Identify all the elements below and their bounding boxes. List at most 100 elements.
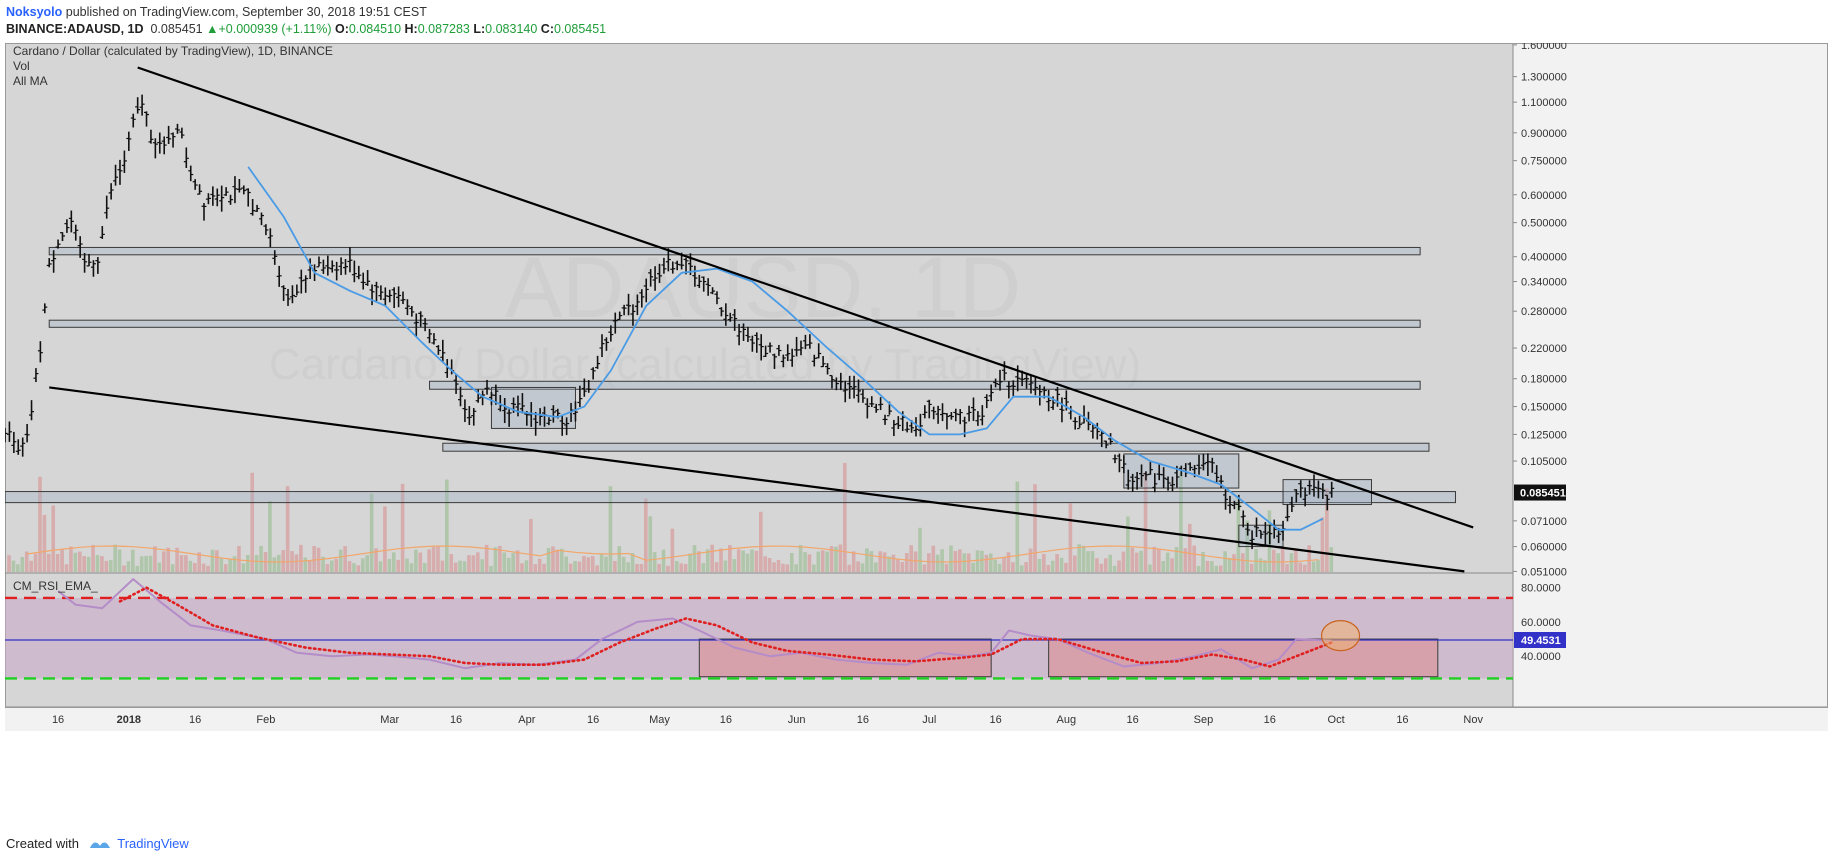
volume-bar <box>1077 544 1082 572</box>
high-label: H: <box>404 22 418 36</box>
volume-bar <box>626 562 630 572</box>
volume-bar <box>896 559 900 572</box>
rsi-line <box>57 578 1332 670</box>
rsi-tick-label: 80.0000 <box>1521 583 1561 595</box>
volume-bar <box>135 565 140 572</box>
volume-bar <box>781 563 785 572</box>
volume-bar <box>1081 545 1086 572</box>
volume-bar <box>77 551 82 572</box>
volume-bar <box>692 545 697 572</box>
volume-bar <box>843 462 847 572</box>
volume-bar <box>909 545 913 572</box>
volume-bar <box>1271 549 1276 572</box>
price-tick-label: 0.600000 <box>1521 190 1567 202</box>
volume-bar <box>1037 559 1042 572</box>
up-arrow-icon: ▲ <box>206 22 219 36</box>
author-link[interactable]: Noksyolo <box>6 5 63 19</box>
volume-bar <box>117 549 122 572</box>
volume-bar <box>1028 548 1033 572</box>
volume-bar <box>776 559 781 572</box>
volume-bar <box>1108 554 1112 572</box>
volume-bar <box>1161 561 1166 572</box>
created-with-text: Created with <box>6 836 79 851</box>
volume-bar <box>294 554 299 572</box>
volume-bar <box>122 565 126 572</box>
volume-bar <box>1174 546 1179 572</box>
volume-bar <box>1214 565 1219 572</box>
volume-bar <box>184 555 188 572</box>
published-text: published on TradingView.com, September … <box>65 5 427 19</box>
volume-bar <box>772 562 776 572</box>
symbol-label: BINANCE:ADAUSD, 1D <box>6 22 144 36</box>
current-price-label: 0.085451 <box>1520 488 1566 500</box>
volume-bar <box>564 556 569 572</box>
price-axis-background <box>1513 43 1828 707</box>
volume-bar <box>900 562 905 572</box>
volume-bar <box>798 545 803 572</box>
volume-bar <box>391 552 396 572</box>
volume-bar <box>192 562 197 572</box>
volume-bar <box>701 563 706 572</box>
chart-area[interactable]: ADAUSD, 1D Cardano / Dollar (calculated b… <box>5 43 1828 838</box>
price-zone <box>48 246 1421 256</box>
volume-bar <box>1059 557 1064 572</box>
price-tick-label: 0.105000 <box>1521 456 1567 468</box>
volume-bar <box>462 561 467 572</box>
volume-bar <box>285 486 290 572</box>
volume-bar <box>568 563 573 572</box>
time-tick-label: 16 <box>989 714 1001 726</box>
volume-bar <box>644 498 648 572</box>
volume-bar <box>869 551 874 572</box>
price-tick-label: 0.051000 <box>1521 566 1567 578</box>
time-tick-label: 16 <box>720 714 732 726</box>
volume-bar <box>1280 546 1285 572</box>
volume-bar <box>241 563 246 572</box>
volume-bar <box>307 560 312 572</box>
volume-bar <box>64 564 69 572</box>
time-tick-label: 16 <box>587 714 599 726</box>
volume-bar <box>661 549 666 572</box>
high-value: 0.087283 <box>417 22 470 36</box>
volume-bar <box>1232 554 1236 572</box>
time-tick-label: Oct <box>1328 714 1345 726</box>
volume-bar <box>299 544 303 572</box>
volume-bar <box>785 564 790 572</box>
volume-bar <box>480 559 485 572</box>
time-tick-label: 16 <box>1396 714 1408 726</box>
volume-bar <box>847 564 852 572</box>
volume-bar <box>1143 472 1148 572</box>
last-price: 0.085451 <box>150 22 203 36</box>
volume-bar <box>935 554 940 572</box>
volume-bar <box>232 556 237 572</box>
volume-bar <box>383 506 387 572</box>
volume-bar <box>577 561 582 572</box>
volume-bar <box>1316 559 1320 572</box>
volume-bar <box>1311 561 1316 572</box>
volume-bar <box>228 559 232 572</box>
volume-bar <box>927 553 931 572</box>
volume-bar <box>334 558 339 572</box>
volume-bar <box>1134 552 1139 572</box>
volume-bar <box>427 549 431 572</box>
volume-bar <box>1201 552 1205 572</box>
volume-bar <box>108 560 113 572</box>
volume-bar <box>555 549 560 572</box>
volume-bar <box>157 562 162 572</box>
price-zone <box>5 491 1457 504</box>
volume-bar <box>630 553 635 572</box>
volume-bar <box>369 493 374 572</box>
time-tick-label: 2018 <box>117 714 141 726</box>
volume-bar <box>1002 557 1006 572</box>
volume-bar <box>838 544 843 572</box>
volume-bar <box>153 546 157 572</box>
tradingview-link[interactable]: TradingView <box>117 836 189 851</box>
volume-bar <box>1165 552 1170 572</box>
volume-bar <box>1152 546 1157 572</box>
volume-bar <box>449 554 454 572</box>
volume-bar <box>984 554 989 572</box>
volume-bar <box>962 553 967 572</box>
volume-bar <box>688 553 692 572</box>
time-tick-label: Mar <box>380 714 399 726</box>
volume-bar <box>723 560 728 572</box>
